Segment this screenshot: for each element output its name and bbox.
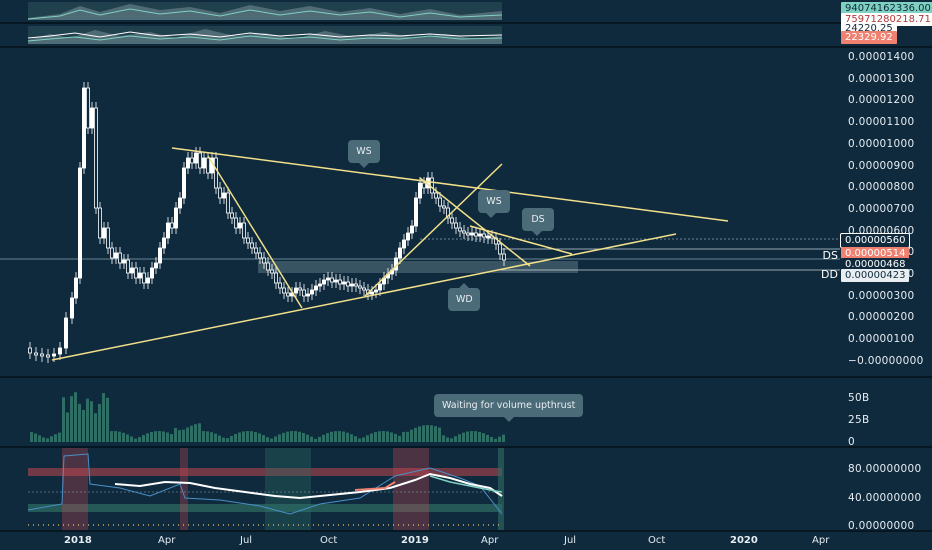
time-axis[interactable]: 2018 Apr Jul Oct 2019 Apr Jul Oct 2020 A…: [0, 532, 932, 550]
price-tick: 0.00000900: [848, 159, 915, 172]
annotation-ws-2: WS: [478, 190, 510, 218]
oscillator-tick: 80.00000000: [848, 463, 922, 475]
price-tick: 0.00000600: [848, 224, 915, 237]
time-tick: Jul: [564, 535, 577, 546]
oscillator-tick: 40.00000000: [848, 492, 922, 504]
annotation-ds: DS: [522, 208, 554, 236]
level-label-dd: DD: [821, 268, 838, 281]
price-tick: 0.00001200: [848, 94, 915, 107]
candlesticks: [27, 82, 506, 363]
separator: [0, 376, 932, 378]
price-label: 0.00000560: [839, 233, 911, 248]
price-tick: 0.00000800: [848, 181, 915, 194]
time-tick: 2019: [401, 535, 429, 546]
oscillator-axis: 80.00000000 40.00000000 0.00000000: [840, 448, 932, 532]
time-tick: Oct: [320, 535, 338, 546]
volume-tick: 50B: [848, 392, 870, 404]
time-tick: Apr: [812, 535, 830, 546]
price-tick: 0.00001000: [848, 137, 915, 150]
price-label: 0.00000423: [841, 269, 910, 282]
volume-tick: 25B: [848, 414, 870, 426]
indicator-value-tag: 94074162336.00: [841, 2, 932, 15]
price-tick: 0.00000200: [848, 311, 915, 324]
separator: [0, 46, 932, 48]
volume-tick: 0: [848, 436, 855, 448]
price-chart-plot[interactable]: [0, 48, 840, 376]
annotation-wd: WD: [448, 283, 480, 311]
level-label-ds: DS: [822, 249, 838, 262]
volume-panel: [0, 378, 840, 446]
annotation-ws-1: WS: [348, 140, 380, 168]
time-tick: Oct: [648, 535, 666, 546]
indicator-strip-1-plot: [27, 2, 503, 20]
price-tick: 0.00001100: [848, 116, 915, 129]
oscillator-tick: 0.00000000: [848, 520, 915, 532]
separator: [0, 446, 932, 448]
price-tick: 0.00000300: [848, 289, 915, 302]
time-tick: 2020: [730, 535, 758, 546]
price-tick: 0.00001400: [848, 51, 915, 63]
oscillator-panel: [0, 448, 840, 530]
time-tick: Apr: [158, 535, 176, 546]
time-tick: Apr: [481, 535, 499, 546]
trendlines: [51, 147, 729, 361]
time-tick: Jul: [240, 535, 253, 546]
oscillator-plot: [27, 448, 504, 530]
indicator-strip-1: [0, 0, 840, 22]
price-tick: −0.00000000: [848, 354, 924, 367]
price-label: 0.00000514: [841, 247, 910, 260]
indicator-value-tag: 22329.92: [841, 31, 897, 44]
separator: [0, 22, 932, 24]
indicator-strip-2: [0, 24, 840, 46]
price-tick: 0.00001300: [848, 72, 915, 85]
price-label: 0.00000468: [841, 258, 910, 271]
price-tick: 0.00000700: [848, 202, 915, 215]
indicator-strip-2-plot: [27, 26, 503, 44]
price-axis[interactable]: 0.00001400 0.00001300 0.00001200 0.00001100…: [840, 48, 932, 376]
annotation-volume-note: Waiting for volume upthrust: [434, 394, 584, 422]
price-tick: 0.00000100: [848, 333, 915, 346]
time-tick: 2018: [64, 535, 92, 546]
separator: [0, 530, 932, 532]
volume-plot: [30, 392, 505, 442]
volume-axis: 50B 25B 0: [840, 378, 932, 448]
price-chart[interactable]: [0, 48, 840, 376]
